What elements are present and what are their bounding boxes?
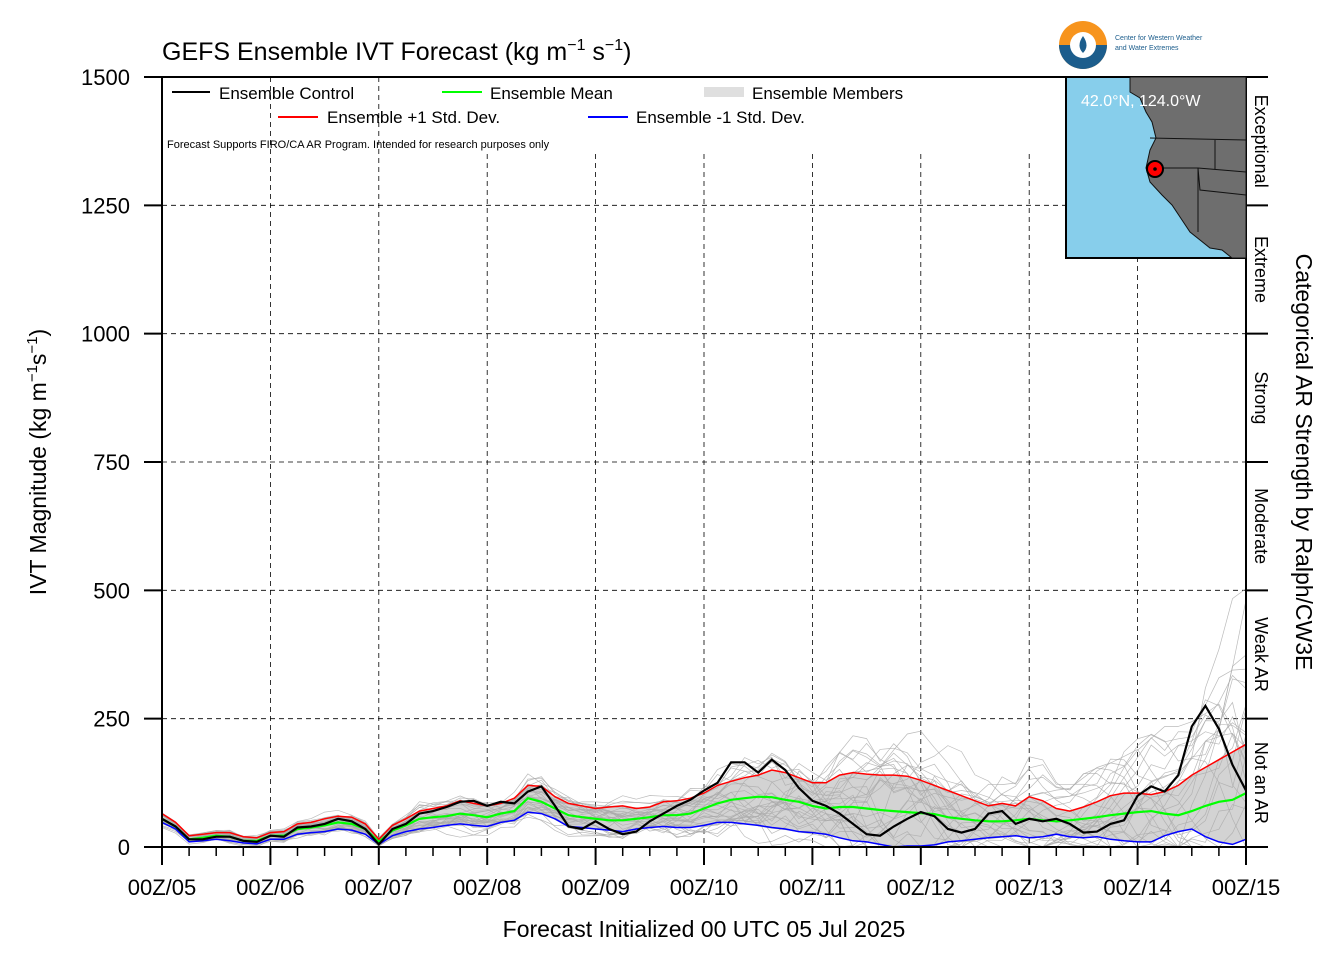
series-lines — [161, 703, 1247, 848]
y-tick-label: 1250 — [81, 193, 130, 218]
legend: Ensemble Control Ensemble Mean Ensemble … — [167, 84, 903, 151]
ensemble-member-line — [161, 754, 1246, 848]
y-tick-label: 250 — [93, 707, 130, 732]
ensemble-member-line — [161, 733, 1247, 843]
y-tick-label: 0 — [118, 835, 130, 860]
category-label: Exceptional — [1251, 95, 1271, 188]
x-tick-label: 00Z/14 — [1103, 875, 1172, 900]
ensemble-member-line — [161, 756, 1246, 848]
inset-map: 42.0°N, 124.0°W — [1065, 76, 1247, 259]
x-tick-label: 00Z/12 — [887, 875, 956, 900]
ensemble-member-line — [161, 758, 1246, 848]
research-note: Forecast Supports FIRO/CA AR Program. In… — [167, 139, 550, 151]
ensemble-member-line — [161, 678, 1247, 848]
ensemble-member-line — [161, 761, 1246, 848]
x-tick-label: 00Z/09 — [561, 875, 630, 900]
cw3e-logo: Center for Western Weather and Water Ext… — [1059, 21, 1203, 69]
logo-text-line1: Center for Western Weather — [1115, 35, 1203, 42]
category-label: Not an AR — [1251, 742, 1271, 824]
category-axis-title: Categorical AR Strength by Ralph/CW3E — [1291, 254, 1317, 671]
x-tick-label: 00Z/06 — [236, 875, 305, 900]
x-tick-label: 00Z/10 — [670, 875, 739, 900]
chart-title: GEFS Ensemble IVT Forecast (kg m−1 s−1) — [162, 37, 632, 66]
category-label: Extreme — [1251, 236, 1271, 303]
y-tick-label: 1500 — [81, 65, 130, 90]
ensemble-member-line — [161, 722, 1247, 843]
minus-series-line — [161, 811, 1247, 848]
ensemble-member-line — [161, 748, 1246, 848]
legend-members-label: Ensemble Members — [752, 84, 903, 103]
x-tick-label: 00Z/08 — [453, 875, 522, 900]
ensemble-member-line — [161, 600, 1247, 848]
y-axis-title: IVT Magnitude (kg m−1s−1) — [24, 329, 51, 595]
x-tick-label: 00Z/13 — [995, 875, 1064, 900]
mean-series-line — [161, 792, 1247, 844]
inset-location-label: 42.0°N, 124.0°W — [1081, 93, 1201, 110]
category-label: Strong — [1251, 371, 1271, 424]
x-axis: 00Z/05 00Z/06 00Z/07 00Z/08 00Z/09 00Z/10 00Z/… — [128, 847, 1281, 900]
y-tick-label: 750 — [93, 450, 130, 475]
x-axis-title: Forecast Initialized 00 UTC 05 Jul 2025 — [503, 916, 906, 942]
y-tick-label: 500 — [93, 578, 130, 603]
legend-mean-label: Ensemble Mean — [490, 84, 613, 103]
category-label: Moderate — [1251, 488, 1271, 564]
y-axis: 0 250 500 750 1000 1250 1500 — [81, 65, 162, 860]
legend-plus-label: Ensemble +1 Std. Dev. — [327, 108, 500, 127]
x-tick-label: 00Z/07 — [345, 875, 414, 900]
legend-minus-label: Ensemble -1 Std. Dev. — [636, 108, 805, 127]
ensemble-members-lines — [161, 588, 1247, 848]
category-label: Weak AR — [1251, 617, 1271, 692]
legend-control-label: Ensemble Control — [219, 84, 354, 103]
x-tick-label: 00Z/15 — [1212, 875, 1281, 900]
control-series-line — [161, 703, 1247, 847]
y-tick-label: 1000 — [81, 322, 130, 347]
x-tick-label: 00Z/05 — [128, 875, 197, 900]
legend-members-swatch — [704, 87, 744, 97]
category-axis: Not an AR Weak AR Moderate Strong Extreme Exc… — [1245, 76, 1271, 848]
x-tick-label: 00Z/11 — [779, 875, 846, 900]
plus-series-line — [161, 743, 1247, 841]
logo-text-line2: and Water Extremes — [1115, 45, 1179, 52]
